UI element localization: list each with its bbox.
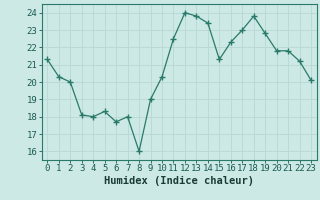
X-axis label: Humidex (Indice chaleur): Humidex (Indice chaleur) [104,176,254,186]
